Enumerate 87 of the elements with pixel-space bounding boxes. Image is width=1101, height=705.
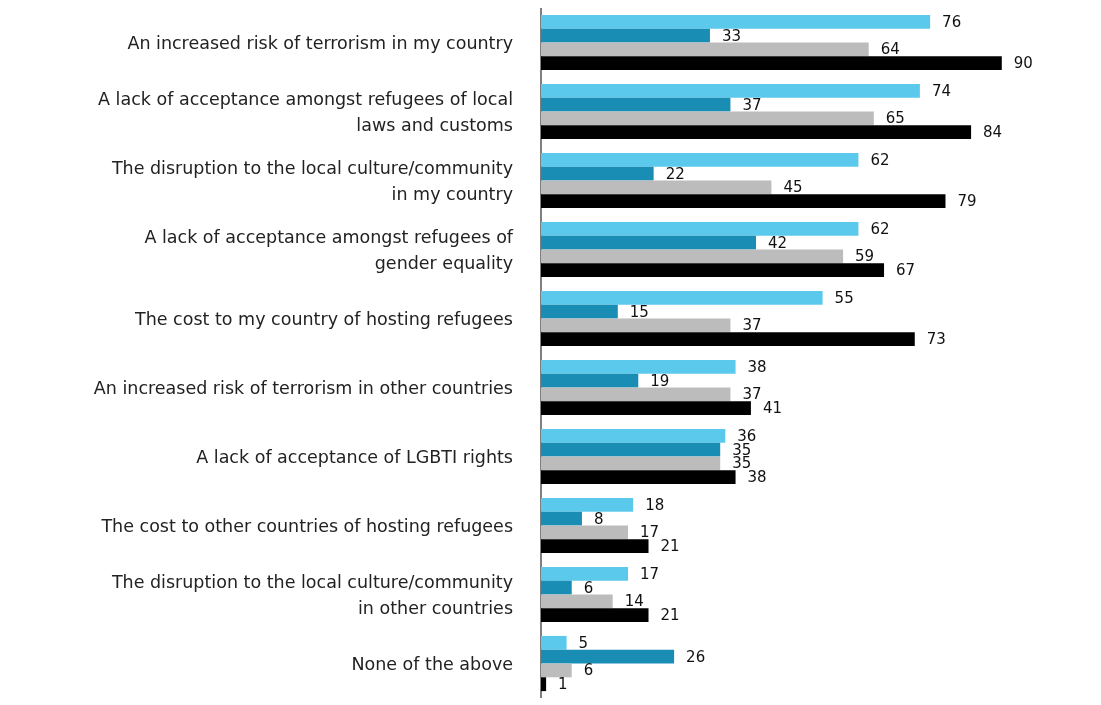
bar (541, 635, 567, 650)
data-label: 62 (870, 219, 890, 238)
bar (541, 152, 859, 167)
data-label: 15 (629, 302, 649, 321)
data-label: 67 (896, 261, 916, 280)
data-label: 17 (640, 564, 660, 583)
data-label: 1 (558, 675, 568, 694)
bar (541, 525, 629, 540)
bar (541, 580, 572, 595)
bar (541, 125, 972, 140)
bar (541, 290, 823, 305)
y-tick-label: The disruption to the local culture/community in my country (110, 157, 513, 204)
bar (541, 387, 731, 402)
bar (541, 180, 772, 195)
bar (541, 304, 618, 319)
y-tick-label: A lack of acceptance amongst refugees of gender equality (144, 226, 514, 273)
bar (541, 511, 582, 526)
bar (541, 401, 751, 416)
y-tick-label: The cost to other countries of hosting refugees (100, 515, 513, 536)
data-label: 37 (742, 95, 762, 114)
data-label: 19 (650, 371, 670, 390)
data-label: 42 (768, 233, 788, 252)
data-label: 45 (783, 178, 803, 197)
data-label: 21 (660, 537, 680, 556)
data-label: 62 (870, 150, 890, 169)
data-label: 76 (942, 12, 962, 31)
bar (541, 249, 844, 264)
data-label: 65 (885, 109, 905, 128)
y-tick-label: A lack of acceptance amongst refugees of local laws and customs (98, 88, 513, 135)
bar (541, 194, 946, 209)
bar (541, 318, 731, 333)
bar (541, 649, 675, 664)
y-tick-label: An increased risk of terrorism in other countries (93, 377, 513, 398)
data-label: 38 (747, 357, 767, 376)
data-label: 33 (721, 26, 742, 45)
bar (541, 442, 721, 457)
data-label: 55 (834, 288, 854, 307)
bar (541, 166, 654, 181)
bar (541, 608, 649, 623)
bar (541, 111, 874, 126)
data-label: 17 (640, 523, 660, 542)
bar (541, 663, 572, 678)
bar (541, 235, 757, 250)
data-label: 90 (1013, 54, 1033, 73)
data-label: 5 (578, 633, 589, 652)
data-label: 59 (855, 247, 875, 266)
data-label: 6 (583, 661, 594, 680)
y-tick-label: An increased risk of terrorism in my country (127, 32, 513, 53)
bar (541, 221, 859, 236)
bar (541, 428, 726, 443)
bar (541, 456, 721, 471)
data-label: 38 (747, 468, 767, 487)
bar (541, 83, 920, 98)
bar (541, 28, 710, 43)
data-label: 18 (645, 495, 665, 514)
bar (541, 566, 629, 581)
data-label: 64 (880, 40, 900, 59)
bar (541, 539, 649, 554)
data-label: 21 (660, 606, 680, 625)
bar (541, 470, 736, 485)
bar (541, 56, 1002, 71)
data-label: 14 (624, 592, 644, 611)
data-label: 73 (926, 330, 946, 349)
bar (541, 497, 634, 512)
y-tick-label: The disruption to the local culture/community in other countries (110, 571, 513, 618)
y-tick-label: A lack of acceptance of LGBTI rights (196, 446, 513, 467)
data-label: 26 (686, 647, 706, 666)
bar (541, 373, 639, 388)
data-label: 22 (665, 164, 685, 183)
bar (541, 677, 547, 692)
bar (541, 97, 731, 112)
data-label: 41 (762, 399, 783, 418)
bar (541, 42, 869, 57)
bar (541, 594, 613, 609)
data-label: 37 (742, 316, 762, 335)
y-tick-label: None of the above (351, 653, 513, 674)
data-label: 74 (931, 81, 951, 100)
bar (541, 332, 915, 347)
bar (541, 359, 736, 374)
data-label: 6 (583, 578, 594, 597)
data-label: 84 (983, 123, 1003, 142)
data-label: 8 (593, 509, 604, 528)
y-tick-label: The cost to my country of hosting refugees (134, 308, 513, 329)
data-label: 79 (957, 192, 977, 211)
bar (541, 263, 885, 278)
data-label: 37 (742, 385, 762, 404)
bar (541, 14, 931, 29)
